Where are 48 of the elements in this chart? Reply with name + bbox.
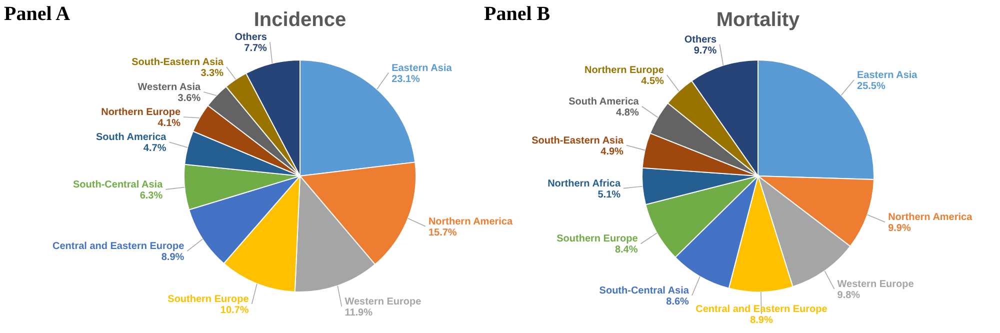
data-label: 8.6% — [666, 296, 690, 308]
data-label: 8.9% — [161, 252, 184, 264]
slice-label: Eastern Asia — [857, 70, 918, 81]
slice-label: Northern Africa — [548, 178, 621, 190]
data-label: 9.9% — [888, 223, 911, 234]
chart-title: Incidence — [254, 9, 346, 31]
data-label: 8.4% — [614, 244, 638, 256]
slice-label: Central and Eastern Europe — [52, 241, 185, 252]
text: Panel B — [484, 3, 550, 25]
slice-label: South-Central Asia — [599, 285, 690, 296]
slice-label: Eastern Asia — [392, 62, 452, 74]
slice-label: Southern Europe — [168, 294, 250, 306]
slice-label: South-Central Asia — [73, 179, 164, 190]
data-label: 5.1% — [598, 189, 621, 200]
slice-label: South-Eastern Asia — [132, 57, 224, 68]
data-label: 8.9% — [750, 314, 773, 326]
chart-title: Mortality — [716, 9, 801, 31]
data-label: 4.1% — [158, 118, 181, 130]
slice-label: Northern Europe — [584, 65, 664, 76]
data-label: 4.5% — [641, 76, 664, 88]
slice-label: South-Eastern Asia — [532, 135, 624, 146]
slice-label: Others — [234, 32, 268, 44]
slice-label: South America — [568, 96, 640, 108]
data-label: 6.3% — [140, 190, 163, 202]
slice-label: Western Asia — [138, 82, 202, 94]
data-label: 3.3% — [200, 68, 224, 80]
data-label: 4.8% — [616, 107, 639, 118]
data-label: 25.5% — [857, 80, 886, 92]
slice-label: Northern Europe — [101, 107, 181, 118]
data-label: 3.6% — [178, 93, 201, 104]
slice-label: Western Europe — [344, 296, 422, 308]
data-label: 9.8% — [837, 290, 860, 301]
slice-label: Others — [684, 34, 718, 46]
slice-label: Central and Eastern Europe — [696, 304, 828, 315]
data-label: 4.7% — [143, 143, 166, 154]
data-label: 15.7% — [428, 227, 457, 238]
slice-label: Northern America — [428, 216, 514, 228]
text: Panel A — [4, 3, 71, 25]
data-label: 23.1% — [392, 74, 420, 85]
data-label: 11.9% — [344, 308, 373, 319]
data-label: 9.7% — [694, 45, 717, 56]
data-label: 4.9% — [600, 146, 624, 158]
slice-label: Western Europe — [837, 278, 914, 290]
data-label: 10.7% — [220, 305, 249, 316]
slice-label: Southern Europe — [556, 234, 638, 245]
slice-label: South America — [96, 132, 167, 144]
data-label: 7.7% — [244, 43, 268, 54]
slice-label: Northern America — [888, 212, 973, 224]
